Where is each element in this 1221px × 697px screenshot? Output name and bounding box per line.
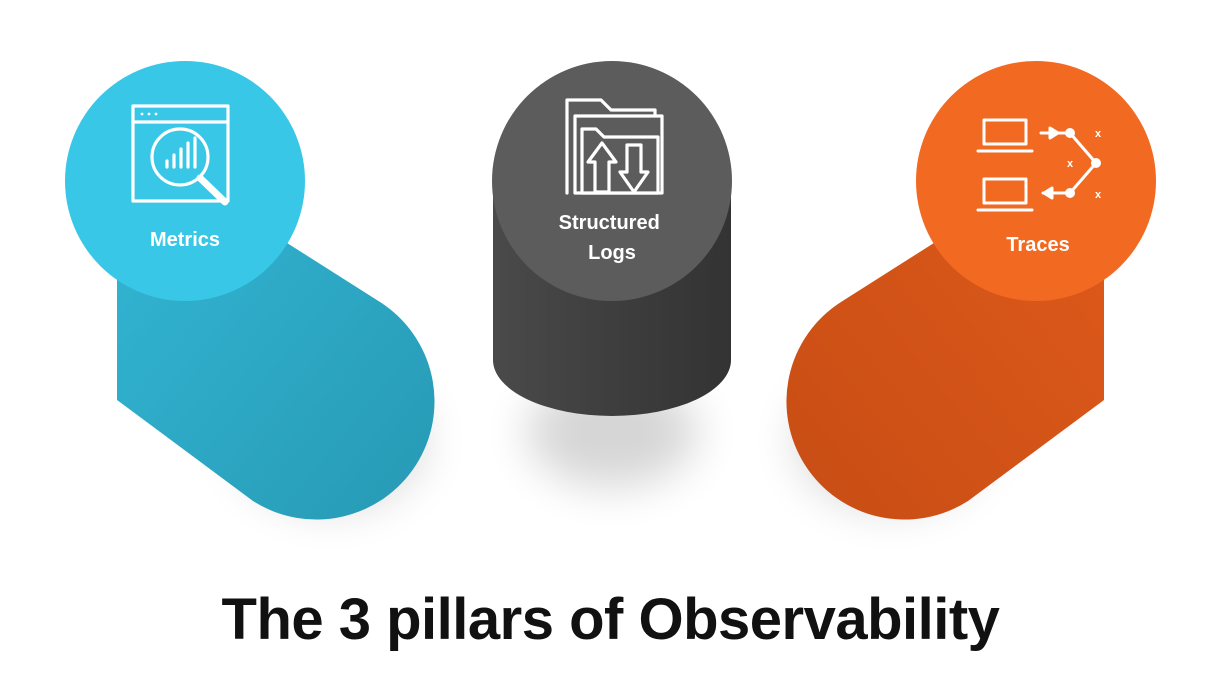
pillar-traces: x x x Traces: [786, 61, 1156, 520]
pillar-label-line: Structured: [559, 212, 660, 234]
pillar-label-line: Logs: [588, 242, 636, 264]
traces-pillar-top: [916, 61, 1156, 301]
trace-mark: x: [1095, 189, 1102, 201]
pillar-label-traces: Traces: [1006, 234, 1069, 256]
folder-updown-icon: [565, 98, 664, 195]
trace-mark: x: [1095, 128, 1102, 140]
page-title: The 3 pillars of Observability: [221, 587, 1000, 652]
pillar-label-metrics: Metrics: [150, 229, 220, 251]
pillar-label-line: Traces: [1006, 234, 1069, 256]
pillar-label-line: Metrics: [150, 229, 220, 251]
pillar-metrics: Metrics: [65, 61, 435, 520]
trace-mark: x: [1067, 158, 1074, 170]
network-trace-icon: [976, 118, 1101, 212]
magnifier-chart-icon: [131, 104, 230, 206]
pillar-label-logs: Structured Logs: [559, 212, 666, 264]
pillar-logs: Structured Logs: [492, 61, 732, 487]
